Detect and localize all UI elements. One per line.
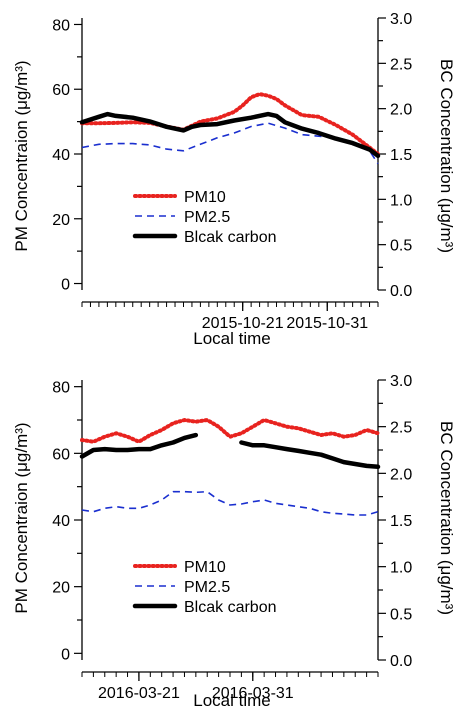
- y-right-tick-label: 3.0: [390, 11, 412, 28]
- x-axis-label: Local time: [193, 691, 270, 710]
- y-left-tick-label: 0: [61, 277, 70, 294]
- series-line-pm10: [80, 418, 380, 444]
- legend-label: Blcak carbon: [184, 599, 277, 616]
- y-left-tick-label: 60: [52, 82, 70, 99]
- x-tick-label: 2015-10-21: [202, 315, 284, 332]
- y-axis-left-label: PM Concentraion (μg/m³): [12, 60, 31, 251]
- legend-label: Blcak carbon: [184, 229, 277, 246]
- series-line-blcak-carbon: [79, 111, 381, 159]
- y-right-tick-label: 0.5: [390, 606, 412, 623]
- y-right-tick-label: 1.5: [390, 147, 412, 164]
- x-tick-label: 2015-10-31: [286, 315, 368, 332]
- y-left-tick-label: 40: [52, 147, 70, 164]
- chart-panel-2015: Local time PM Concentraion (μg/m³) BC Co…: [12, 11, 456, 348]
- x-tick-label: 2016-03-21: [98, 685, 180, 702]
- y-axis-right-label: BC Concentration (μg/m³): [437, 421, 456, 615]
- y-left-tick-label: 60: [52, 446, 70, 463]
- y-left-tick-label: 20: [52, 212, 70, 229]
- series-line-blcak-carbon: [79, 432, 381, 470]
- y-axis-left-label: PM Concentraion (μg/m³): [12, 422, 31, 613]
- legend-label: PM2.5: [184, 209, 230, 226]
- y-left-tick-label: 80: [52, 380, 70, 397]
- y-right-tick-label: 1.5: [390, 513, 412, 530]
- y-right-tick-label: 2.0: [390, 466, 412, 483]
- y-right-tick-label: 0.0: [390, 653, 412, 670]
- y-right-tick-label: 2.5: [390, 56, 412, 73]
- chart-panel-2016: Local time PM Concentraion (μg/m³) BC Co…: [12, 373, 456, 710]
- legend-label: PM10: [184, 189, 226, 206]
- y-left-tick-label: 20: [52, 580, 70, 597]
- legend-label: PM2.5: [184, 579, 230, 596]
- x-axis-label: Local time: [193, 329, 270, 348]
- y-right-tick-label: 3.0: [390, 373, 412, 390]
- series-line-pm10: [80, 92, 380, 156]
- y-left-tick-label: 0: [61, 646, 70, 663]
- y-axis-right-label: BC Concentration (μg/m³): [437, 59, 456, 253]
- y-right-tick-label: 2.0: [390, 102, 412, 119]
- series-line-pm2-5: [81, 490, 379, 516]
- y-right-tick-label: 0.0: [390, 283, 412, 300]
- x-tick-label: 2016-03-31: [212, 685, 294, 702]
- legend-label: PM10: [184, 559, 226, 576]
- y-right-tick-label: 1.0: [390, 560, 412, 577]
- series-line-pm2-5: [81, 122, 379, 165]
- y-left-tick-label: 40: [52, 513, 70, 530]
- y-right-tick-label: 1.0: [390, 192, 412, 209]
- y-right-tick-label: 2.5: [390, 420, 412, 437]
- y-right-tick-label: 0.5: [390, 238, 412, 255]
- y-left-tick-label: 80: [52, 17, 70, 34]
